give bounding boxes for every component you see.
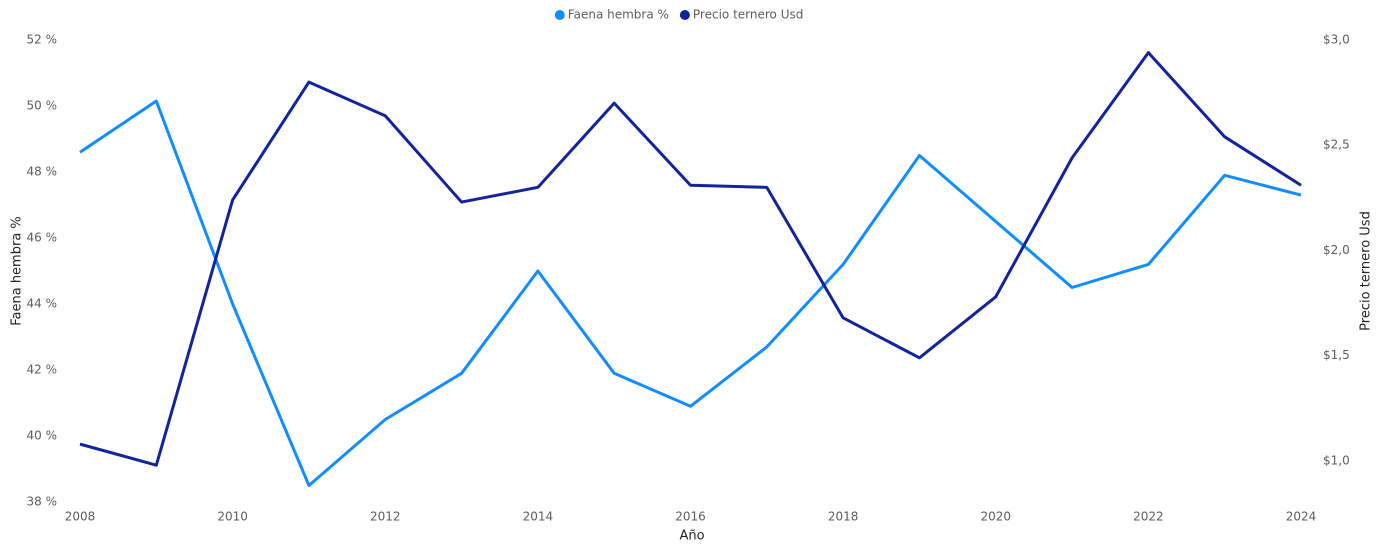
x-tick-label: 2022 [1133, 510, 1164, 524]
legend-marker [679, 10, 690, 20]
legend-label: Precio ternero Usd [693, 8, 803, 22]
y-tick-label: 38 % [27, 495, 58, 509]
y2-tick-label: $2,0 [1323, 243, 1350, 257]
x-tick-label: 2012 [370, 510, 401, 524]
x-tick-label: 2014 [523, 510, 554, 524]
series-line [79, 99, 1302, 487]
y-tick-label: 44 % [27, 297, 58, 311]
legend-marker [554, 10, 565, 20]
y-tick-label: 40 % [27, 429, 58, 443]
y-tick-label: 52 % [27, 33, 58, 47]
y2-tick-label: $1,5 [1323, 348, 1350, 362]
x-tick-label: 2016 [675, 510, 706, 524]
y2-tick-label: $2,5 [1323, 138, 1350, 152]
y-axis-title: Faena hembra % [10, 216, 25, 326]
y-tick-label: 46 % [27, 231, 58, 245]
legend-label: Faena hembra % [568, 8, 669, 22]
x-tick-label: 2020 [980, 510, 1011, 524]
series-line [79, 51, 1302, 467]
x-axis-title: Año [679, 529, 704, 544]
y2-axis-title: Precio ternero Usd [1359, 211, 1374, 331]
y-tick-label: 42 % [27, 363, 58, 377]
x-tick-label: 2008 [65, 510, 96, 524]
x-tick-label: 2010 [217, 510, 248, 524]
y2-tick-label: $3,0 [1323, 33, 1350, 47]
x-tick-label: 2018 [828, 510, 859, 524]
y2-tick-label: $1,0 [1323, 453, 1350, 467]
y-tick-label: 48 % [27, 165, 58, 179]
y-tick-label: 50 % [27, 99, 58, 113]
x-tick-label: 2024 [1286, 510, 1317, 524]
